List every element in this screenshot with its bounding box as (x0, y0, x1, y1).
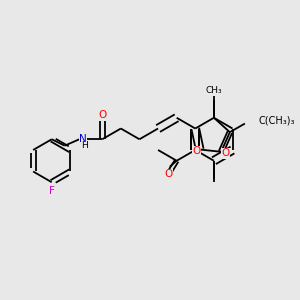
Text: O: O (98, 110, 106, 120)
Text: O: O (193, 146, 201, 157)
Text: CH₃: CH₃ (206, 86, 222, 95)
Text: O: O (164, 169, 172, 179)
Text: O: O (221, 148, 230, 158)
Text: H: H (82, 141, 88, 150)
Text: C(CH₃)₃: C(CH₃)₃ (258, 116, 295, 126)
Text: N: N (79, 134, 87, 144)
Text: F: F (49, 186, 55, 196)
